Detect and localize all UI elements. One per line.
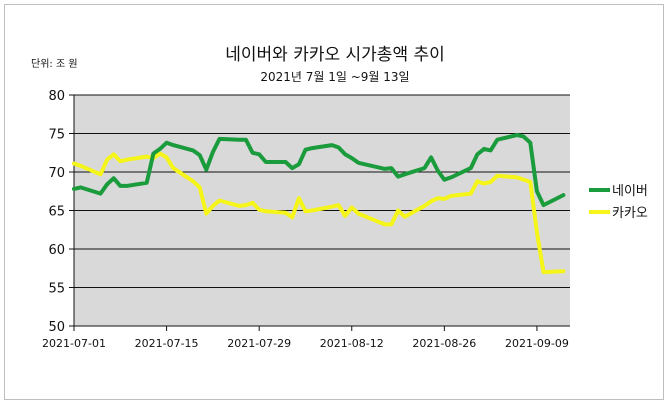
y-tick-label: 80 bbox=[48, 89, 65, 104]
y-tick-label: 70 bbox=[48, 166, 65, 181]
unit-label: 단위: 조 원 bbox=[31, 59, 78, 70]
series-line-naver bbox=[72, 133, 566, 208]
x-tick-label: 2021-07-15 bbox=[135, 337, 199, 350]
y-tick-label: 60 bbox=[48, 243, 65, 258]
x-tick-label: 2021-08-12 bbox=[320, 337, 384, 350]
chart-title: 네이버와 카카오 시가총액 추이 bbox=[225, 45, 445, 65]
series-lines bbox=[72, 133, 566, 275]
y-axis: 50 55 60 65 70 75 80 bbox=[48, 89, 75, 335]
y-tick-label: 55 bbox=[48, 282, 65, 297]
y-tick-label: 75 bbox=[48, 128, 65, 143]
x-tick-label: 2021-07-01 bbox=[42, 337, 106, 350]
x-tick-label: 2021-08-26 bbox=[412, 337, 476, 350]
y-tick-label: 50 bbox=[48, 320, 65, 335]
y-tick-label: 65 bbox=[48, 205, 65, 220]
series-line-kakao bbox=[72, 151, 566, 275]
legend-label: 카카오 bbox=[612, 206, 648, 221]
x-tick-label: 2021-09-09 bbox=[505, 337, 569, 350]
x-axis: 2021-07-01 2021-07-15 2021-07-29 2021-08-12… bbox=[42, 325, 570, 350]
legend-label: 네이버 bbox=[612, 184, 648, 199]
x-tick-label: 2021-07-29 bbox=[227, 337, 291, 350]
chart-subtitle: 2021년 7월 1일 ~9월 13일 bbox=[260, 70, 410, 84]
